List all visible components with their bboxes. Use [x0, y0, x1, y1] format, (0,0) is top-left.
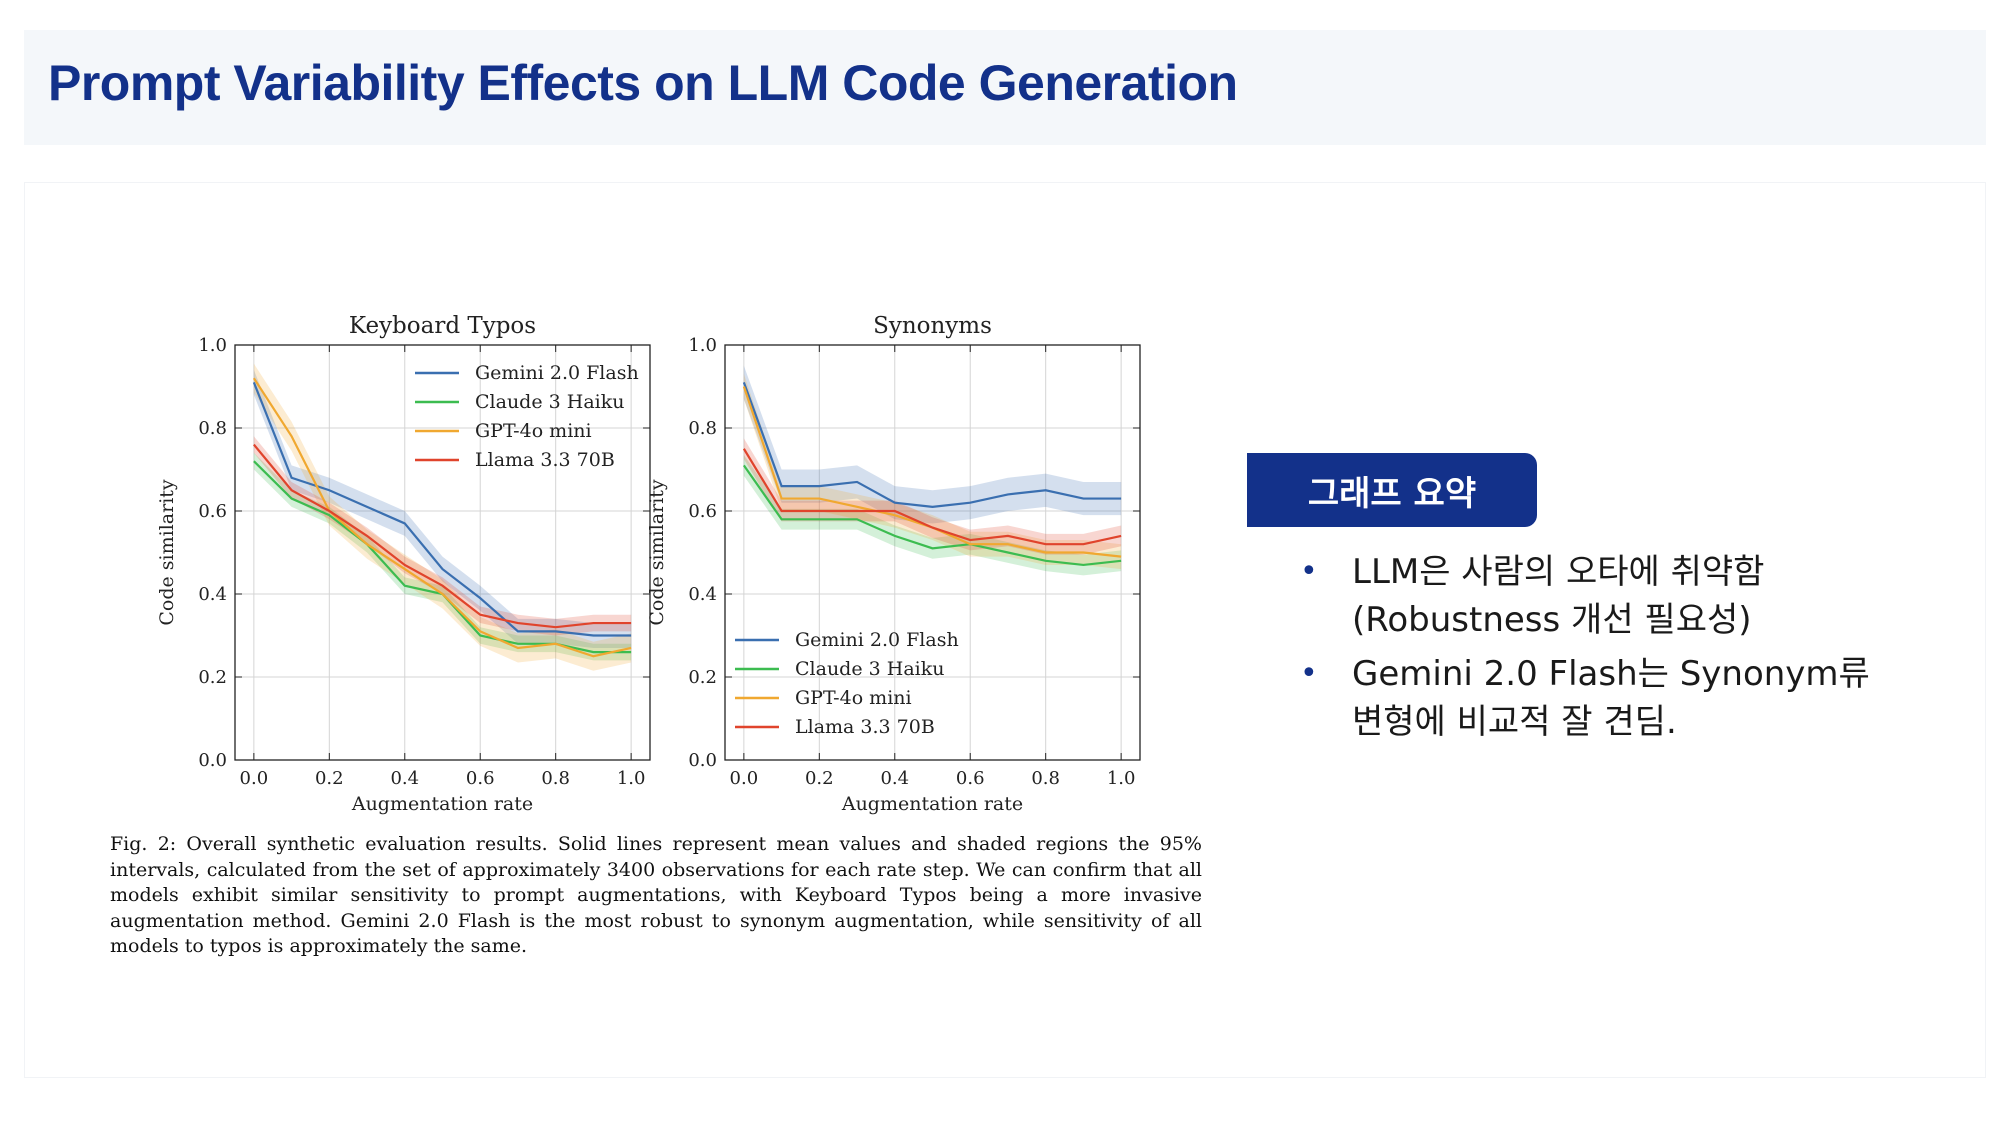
y-tick-label: 0.0	[198, 750, 227, 771]
plot-frame	[234, 344, 651, 761]
title-bar: Prompt Variability Effects on LLM Code G…	[24, 30, 1986, 145]
legend-label: Llama 3.3 70B	[475, 449, 615, 471]
x-tick-label: 0.2	[315, 768, 344, 789]
series-line	[742, 464, 1122, 567]
y-tick-label: 0.4	[688, 584, 717, 605]
summary-badge: 그래프 요약	[1247, 453, 1537, 527]
summary-bullet-line: LLM은 사람의 오타에 취약함	[1352, 552, 1765, 592]
legend-label: Llama 3.3 70B	[795, 716, 935, 738]
series-line	[252, 377, 632, 658]
bullet-dot-icon: •	[1300, 554, 1318, 589]
x-tick-label: 0.4	[880, 768, 909, 789]
chart-title: Keyboard Typos	[349, 313, 536, 339]
legend-label: Claude 3 Haiku	[795, 658, 944, 680]
confidence-band	[253, 363, 632, 671]
legend-label: GPT-4o mini	[795, 687, 912, 709]
summary-bullet: • LLM은 사람의 오타에 취약함 (Robustness 개선 필요성)	[1300, 548, 1920, 644]
bullet-dot-icon: •	[1300, 656, 1318, 691]
summary-bullet-line: 변형에 비교적 잘 견딤.	[1352, 702, 1677, 742]
summary-bullet: • Gemini 2.0 Flash는 Synonym류 변형에 비교적 잘 견…	[1300, 650, 1920, 746]
chart-synonyms: 0.0 0.2 0.4 0.6 0.8 1.0 0.0 0.2 0.4 0.6 0.8 1.0 Syno…	[646, 313, 1141, 815]
x-tick-label: 0.2	[805, 768, 834, 789]
y-tick-label: 0.8	[198, 418, 227, 439]
chart-keyboard-typos: 0.0 0.2 0.4 0.6 0.8 1.0 0.0 0.2 0.4 0.6 0.8 1.0 Keyb…	[156, 313, 651, 815]
series-line	[742, 381, 1122, 508]
x-tick-label: 0.0	[240, 768, 269, 789]
x-axis-label: Augmentation rate	[351, 793, 533, 815]
summary-list: • LLM은 사람의 오타에 취약함 (Robustness 개선 필요성) •…	[1300, 548, 1920, 752]
y-tick-label: 0.4	[198, 584, 227, 605]
x-tick-label: 0.4	[390, 768, 419, 789]
y-tick-label: 1.0	[198, 335, 227, 356]
confidence-band	[743, 438, 1122, 555]
x-tick-label: 0.6	[956, 768, 985, 789]
x-tick-label: 1.0	[617, 768, 646, 789]
x-axis-label: Augmentation rate	[841, 793, 1023, 815]
plot-frame	[724, 344, 1141, 761]
confidence-band	[743, 454, 1122, 576]
legend-label: GPT-4o mini	[475, 420, 592, 442]
series-line	[742, 448, 1122, 546]
x-tick-label: 0.6	[466, 768, 495, 789]
y-tick-label: 0.8	[688, 418, 717, 439]
x-tick-label: 1.0	[1107, 768, 1136, 789]
plot-area	[235, 345, 650, 760]
figure-caption: Fig. 2: Overall synthetic evaluation res…	[110, 833, 1202, 958]
series-line	[253, 443, 632, 629]
confidence-band	[743, 374, 1122, 570]
y-tick-label: 1.0	[688, 335, 717, 356]
summary-bullet-line: (Robustness 개선 필요성)	[1352, 600, 1752, 640]
figure-charts: 0.0 0.2 0.4 0.6 0.8 1.0 0.0 0.2 0.4 0.6 0.8 1.0 Keyb…	[156, 313, 1141, 815]
legend-label: Gemini 2.0 Flash	[795, 629, 959, 651]
x-tick-label: 0.0	[730, 768, 759, 789]
y-tick-label: 0.2	[198, 667, 227, 688]
y-tick-label: 0.6	[198, 501, 227, 522]
legend-label: Gemini 2.0 Flash	[475, 362, 639, 384]
legend-label: Claude 3 Haiku	[475, 391, 624, 413]
y-tick-label: 0.6	[688, 501, 717, 522]
x-tick-label: 0.8	[1031, 768, 1060, 789]
confidence-band	[253, 436, 632, 636]
chart-title: Synonyms	[873, 313, 992, 339]
y-tick-label: 0.0	[688, 750, 717, 771]
y-axis-label: Code similarity	[156, 479, 178, 626]
y-tick-label: 0.2	[688, 667, 717, 688]
x-tick-label: 0.8	[541, 768, 570, 789]
y-axis-label: Code similarity	[646, 479, 668, 626]
page-title: Prompt Variability Effects on LLM Code G…	[48, 55, 1238, 111]
summary-bullet-line: Gemini 2.0 Flash는 Synonym류	[1352, 654, 1870, 694]
